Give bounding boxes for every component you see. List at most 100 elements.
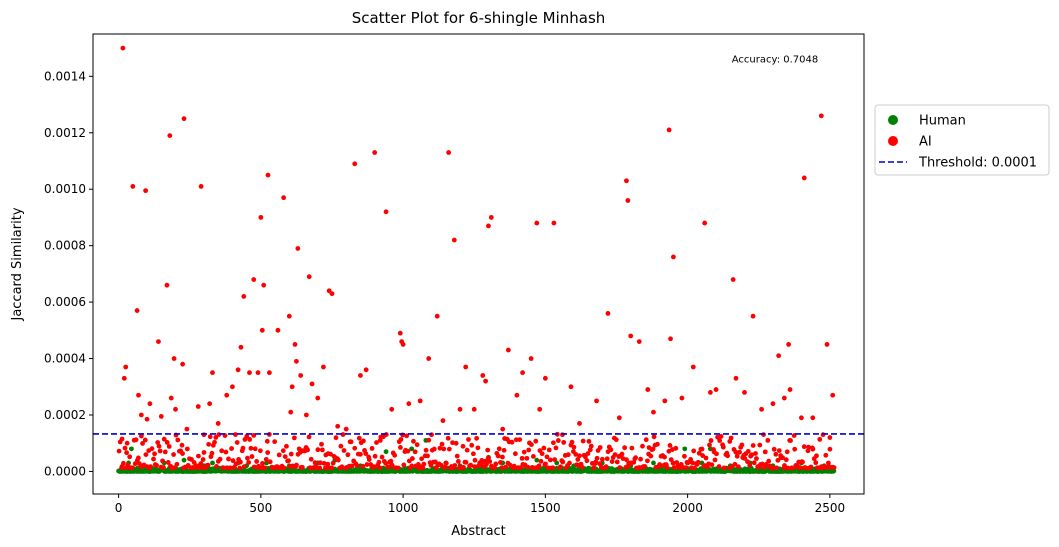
ai-point <box>166 444 172 449</box>
ai-point <box>827 446 833 452</box>
ai-point <box>751 460 757 466</box>
ai-point <box>446 446 452 452</box>
ai-point <box>597 445 603 450</box>
legend-ai-marker <box>888 136 898 146</box>
ai-point <box>486 223 491 229</box>
ai-point <box>614 459 620 465</box>
ai-point <box>801 175 807 181</box>
ai-point <box>629 445 635 451</box>
ai-point <box>151 456 156 462</box>
ai-point <box>496 446 502 452</box>
ai-point <box>348 439 354 445</box>
ai-point <box>244 433 250 439</box>
ai-point <box>372 150 378 155</box>
ai-point <box>488 215 494 220</box>
ai-point <box>201 450 207 455</box>
ai-point <box>383 460 389 466</box>
ai-point <box>442 464 448 470</box>
legend: Human AI Threshold: 0.0001 <box>874 104 1050 176</box>
ai-point <box>161 465 166 470</box>
ai-point <box>198 183 204 189</box>
ai-point <box>749 452 755 458</box>
ai-point <box>831 465 837 471</box>
ai-point <box>480 373 486 378</box>
ai-point <box>299 464 305 470</box>
ai-point <box>667 442 673 448</box>
ai-point <box>591 465 597 471</box>
ai-point <box>810 446 816 452</box>
ai-point <box>258 215 264 220</box>
ai-point <box>174 461 180 467</box>
ai-point <box>379 454 385 460</box>
ai-point <box>690 364 696 370</box>
ai-point <box>616 415 622 421</box>
ai-point <box>184 446 190 452</box>
legend-human-marker <box>888 115 898 125</box>
ai-point <box>593 459 599 465</box>
ai-point <box>483 462 489 467</box>
ai-point <box>528 356 534 361</box>
ai-point <box>315 395 321 401</box>
y-tick-label: 0.0006 <box>44 295 86 309</box>
ai-point <box>521 449 527 455</box>
ai-point <box>319 447 325 453</box>
ai-point <box>774 465 780 471</box>
ai-point <box>212 439 217 445</box>
ai-point <box>281 195 287 201</box>
ai-point <box>214 464 219 469</box>
ai-point <box>773 451 779 457</box>
ai-point <box>733 449 739 455</box>
ai-point <box>712 457 718 463</box>
ai-point <box>757 442 763 448</box>
ai-point <box>440 418 446 424</box>
ai-point <box>441 446 447 452</box>
ai-point <box>230 458 236 464</box>
ai-point <box>550 465 556 471</box>
ai-point <box>282 454 288 459</box>
ai-point <box>215 421 221 426</box>
ai-point <box>577 453 582 459</box>
ai-point <box>276 452 282 458</box>
ai-point <box>360 438 366 444</box>
ai-point <box>157 448 163 454</box>
ai-point <box>446 150 452 155</box>
ai-point <box>289 384 295 390</box>
ai-point <box>354 463 360 468</box>
ai-point <box>799 415 804 421</box>
ai-point <box>295 246 301 251</box>
ai-point <box>172 465 178 471</box>
ai-point <box>322 465 328 471</box>
ai-point <box>763 461 769 467</box>
ai-point <box>404 433 410 439</box>
ai-point <box>149 446 155 452</box>
ai-point <box>366 457 372 462</box>
ai-point <box>625 198 631 203</box>
ai-point <box>558 464 564 470</box>
ai-point <box>395 465 401 471</box>
ai-point <box>666 127 672 133</box>
ai-point <box>181 116 187 122</box>
ai-point <box>207 434 213 440</box>
ai-point <box>198 461 204 466</box>
ai-point <box>230 384 235 390</box>
ai-point <box>325 461 331 467</box>
ai-point <box>577 421 582 426</box>
ai-point <box>759 461 765 467</box>
ai-point <box>708 438 714 443</box>
ai-point <box>315 447 321 453</box>
ai-point <box>180 451 185 456</box>
ai-point <box>471 406 477 412</box>
ai-point <box>728 435 734 441</box>
ai-point <box>717 438 723 443</box>
ai-point <box>235 367 241 373</box>
ai-point <box>468 462 474 468</box>
ai-point <box>248 445 254 451</box>
x-tick-label: 2500 <box>815 501 846 515</box>
ai-point <box>286 313 292 319</box>
ai-point <box>121 375 127 381</box>
ai-point <box>143 452 149 457</box>
ai-point <box>780 455 786 461</box>
ai-point <box>762 449 768 455</box>
ai-point <box>547 457 553 463</box>
ai-point <box>119 436 125 442</box>
